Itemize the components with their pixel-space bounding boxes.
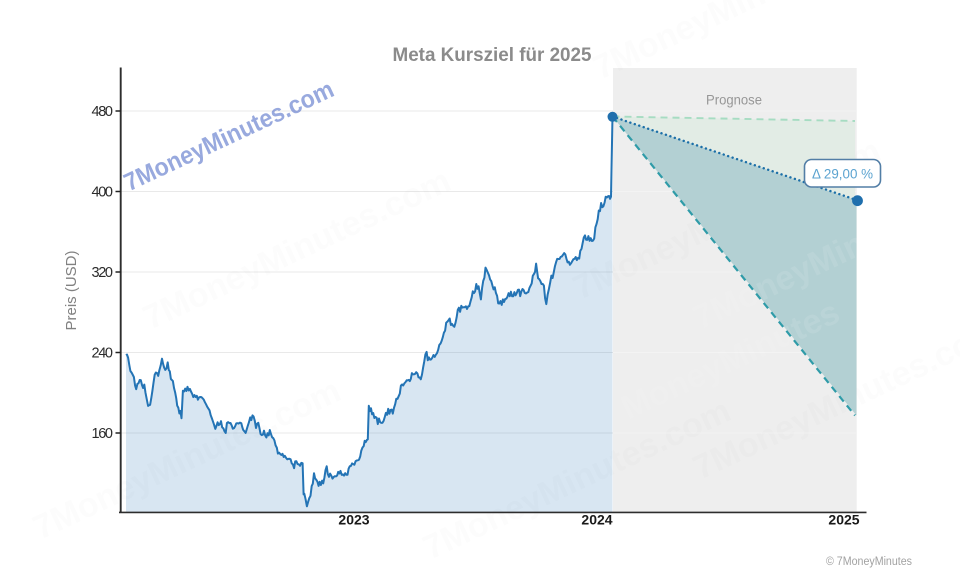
svg-text:Prognose: Prognose (706, 92, 762, 108)
svg-text:2024: 2024 (581, 512, 612, 528)
svg-text:2023: 2023 (338, 512, 369, 528)
svg-text:7MoneyMinutes.com: 7MoneyMinutes.com (120, 75, 338, 197)
svg-text:480: 480 (92, 104, 114, 120)
svg-text:Δ 29,00 %: Δ 29,00 % (812, 166, 873, 182)
svg-text:Preis (USD): Preis (USD) (63, 250, 80, 330)
svg-text:160: 160 (92, 426, 114, 442)
svg-text:400: 400 (92, 185, 114, 201)
svg-text:7MoneyMinutes.com: 7MoneyMinutes.com (137, 161, 456, 337)
svg-text:Meta Kursziel für 2025: Meta Kursziel für 2025 (393, 44, 592, 66)
svg-text:320: 320 (92, 265, 114, 281)
svg-text:240: 240 (92, 346, 114, 362)
svg-text:2025: 2025 (828, 512, 859, 528)
svg-text:© 7MoneyMinutes: © 7MoneyMinutes (826, 556, 912, 568)
